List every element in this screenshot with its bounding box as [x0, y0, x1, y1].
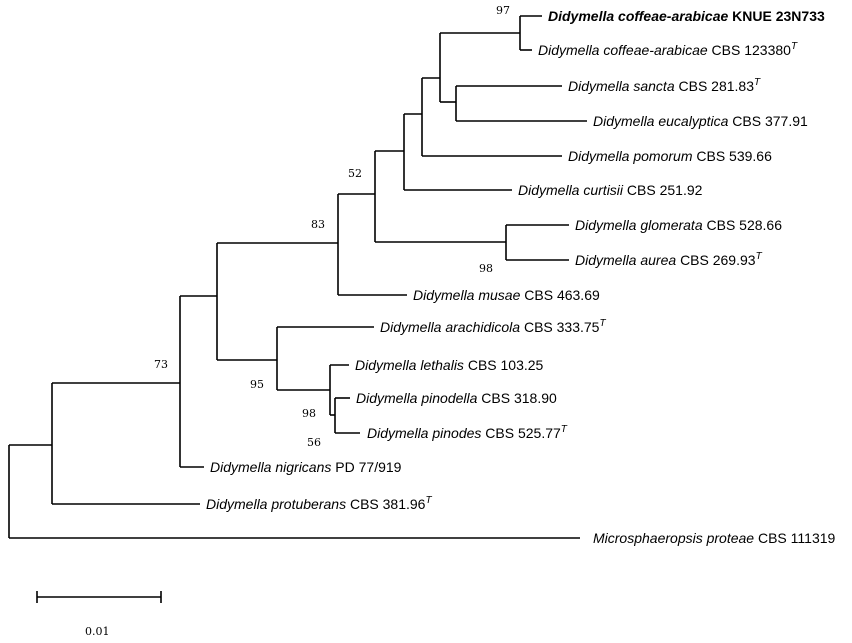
bootstrap-values: 97 52 83 98 73 95 98 56 [154, 4, 510, 449]
bootstrap-value: 56 [307, 436, 321, 449]
bootstrap-value: 73 [154, 358, 168, 371]
scale-bar-label: 0.01 [85, 625, 110, 638]
taxon-label: Didymella nigricans PD 77/919 [210, 459, 402, 475]
taxon-label: Didymella pomorum CBS 539.66 [568, 148, 772, 164]
taxon-label: Didymella glomerata CBS 528.66 [575, 217, 782, 233]
taxon-label: Didymella coffeae-arabicae CBS 123380T [538, 41, 798, 58]
taxon-label: Didymella lethalis CBS 103.25 [355, 357, 544, 373]
taxon-label: Didymella sancta CBS 281.83T [568, 77, 761, 94]
taxon-label: Didymella aurea CBS 269.93T [575, 251, 763, 268]
bootstrap-value: 98 [479, 262, 493, 275]
taxon-label: Didymella pinodes CBS 525.77T [367, 424, 568, 441]
taxon-label: Didymella curtisii CBS 251.92 [518, 182, 703, 198]
taxon-label: Didymella eucalyptica CBS 377.91 [593, 113, 808, 129]
taxon-label: Didymella protuberans CBS 381.96T [206, 495, 432, 512]
bootstrap-value: 97 [496, 4, 510, 17]
bootstrap-value: 95 [250, 378, 264, 391]
bootstrap-value: 52 [348, 167, 362, 180]
taxon-label: Didymella musae CBS 463.69 [413, 287, 600, 303]
bootstrap-value: 83 [311, 218, 325, 231]
taxon-label: Didymella pinodella CBS 318.90 [356, 390, 557, 406]
taxon-label: Didymella arachidicola CBS 333.75T [380, 318, 606, 335]
bootstrap-value: 98 [302, 407, 316, 420]
scale-bar: 0.01 [36, 591, 162, 638]
taxon-label: Didymella coffeae-arabicae KNUE 23N733 [548, 8, 825, 24]
taxon-labels: Didymella coffeae-arabicae KNUE 23N733 D… [206, 8, 836, 546]
taxon-label: Microsphaeropsis proteae CBS 111319 [593, 530, 836, 546]
tree-branches [8, 15, 587, 539]
